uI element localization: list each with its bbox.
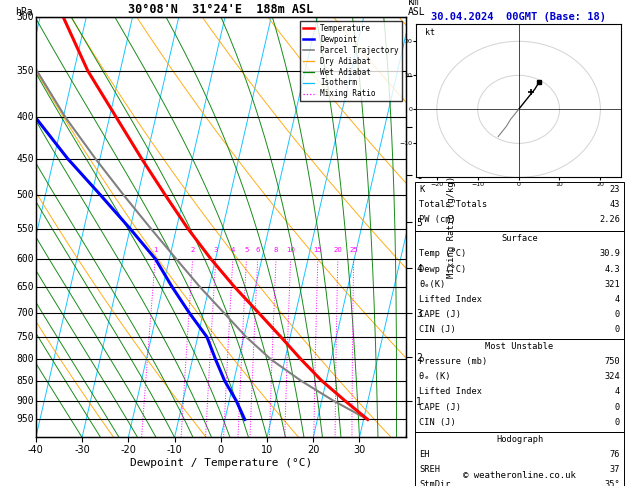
Text: 500: 500 [16, 191, 34, 200]
Text: 400: 400 [16, 112, 34, 122]
Text: 900: 900 [16, 396, 34, 406]
Text: 0: 0 [615, 402, 620, 412]
Text: 550: 550 [16, 224, 34, 234]
Text: 5: 5 [244, 247, 248, 253]
Text: 1: 1 [153, 247, 158, 253]
Text: © weatheronline.co.uk: © weatheronline.co.uk [463, 471, 576, 480]
Text: 4.3: 4.3 [604, 264, 620, 274]
Text: 8: 8 [274, 247, 278, 253]
Text: 4: 4 [615, 295, 620, 304]
Text: Dewp (°C): Dewp (°C) [419, 264, 466, 274]
Text: 15: 15 [313, 247, 322, 253]
Text: SREH: SREH [419, 465, 440, 474]
Text: 321: 321 [604, 279, 620, 289]
Text: CIN (J): CIN (J) [419, 417, 455, 427]
Text: 76: 76 [610, 450, 620, 459]
Text: Surface: Surface [501, 234, 538, 243]
Text: 20: 20 [333, 247, 342, 253]
Text: CAPE (J): CAPE (J) [419, 402, 461, 412]
Text: 700: 700 [16, 308, 34, 318]
Text: 750: 750 [604, 357, 620, 366]
Text: Most Unstable: Most Unstable [486, 342, 554, 351]
Text: 6: 6 [255, 247, 260, 253]
Text: 850: 850 [16, 376, 34, 386]
Text: 950: 950 [16, 415, 34, 424]
Text: 2.26: 2.26 [599, 215, 620, 225]
Text: 0: 0 [615, 325, 620, 334]
Text: 800: 800 [16, 354, 34, 364]
Text: StmDir: StmDir [419, 480, 450, 486]
Text: 30.9: 30.9 [599, 249, 620, 259]
Text: Hodograph: Hodograph [496, 435, 543, 444]
Text: Lifted Index: Lifted Index [419, 387, 482, 397]
Text: 3: 3 [214, 247, 218, 253]
X-axis label: Dewpoint / Temperature (°C): Dewpoint / Temperature (°C) [130, 458, 312, 468]
Text: 23: 23 [610, 185, 620, 194]
Text: EH: EH [419, 450, 430, 459]
Text: km
ASL: km ASL [408, 0, 425, 17]
Text: 650: 650 [16, 282, 34, 292]
Text: K: K [419, 185, 424, 194]
Text: Pressure (mb): Pressure (mb) [419, 357, 487, 366]
Text: 0: 0 [615, 310, 620, 319]
Text: 4: 4 [231, 247, 235, 253]
Text: CIN (J): CIN (J) [419, 325, 455, 334]
Text: PW (cm): PW (cm) [419, 215, 455, 225]
Text: 37: 37 [610, 465, 620, 474]
Text: 35°: 35° [604, 480, 620, 486]
Y-axis label: Mixing Ratio (g/kg): Mixing Ratio (g/kg) [447, 176, 456, 278]
Text: hPa: hPa [16, 7, 33, 17]
Text: 0: 0 [615, 417, 620, 427]
Text: θₑ (K): θₑ (K) [419, 372, 450, 382]
Text: 30.04.2024  00GMT (Base: 18): 30.04.2024 00GMT (Base: 18) [431, 12, 606, 22]
Text: 300: 300 [16, 12, 34, 22]
Text: 4: 4 [615, 387, 620, 397]
Title: 30°08'N  31°24'E  188m ASL: 30°08'N 31°24'E 188m ASL [128, 3, 313, 16]
Legend: Temperature, Dewpoint, Parcel Trajectory, Dry Adiabat, Wet Adiabat, Isotherm, Mi: Temperature, Dewpoint, Parcel Trajectory… [299, 21, 402, 102]
Text: 2: 2 [191, 247, 195, 253]
Text: θₑ(K): θₑ(K) [419, 279, 445, 289]
Text: Totals Totals: Totals Totals [419, 200, 487, 209]
Text: 10: 10 [286, 247, 295, 253]
Text: 324: 324 [604, 372, 620, 382]
Text: 600: 600 [16, 254, 34, 264]
Text: 750: 750 [16, 332, 34, 342]
Text: Temp (°C): Temp (°C) [419, 249, 466, 259]
Text: 450: 450 [16, 154, 34, 164]
Text: Lifted Index: Lifted Index [419, 295, 482, 304]
Text: CAPE (J): CAPE (J) [419, 310, 461, 319]
Text: 43: 43 [610, 200, 620, 209]
Text: kt: kt [425, 28, 435, 36]
Text: 25: 25 [349, 247, 358, 253]
Text: 350: 350 [16, 66, 34, 76]
